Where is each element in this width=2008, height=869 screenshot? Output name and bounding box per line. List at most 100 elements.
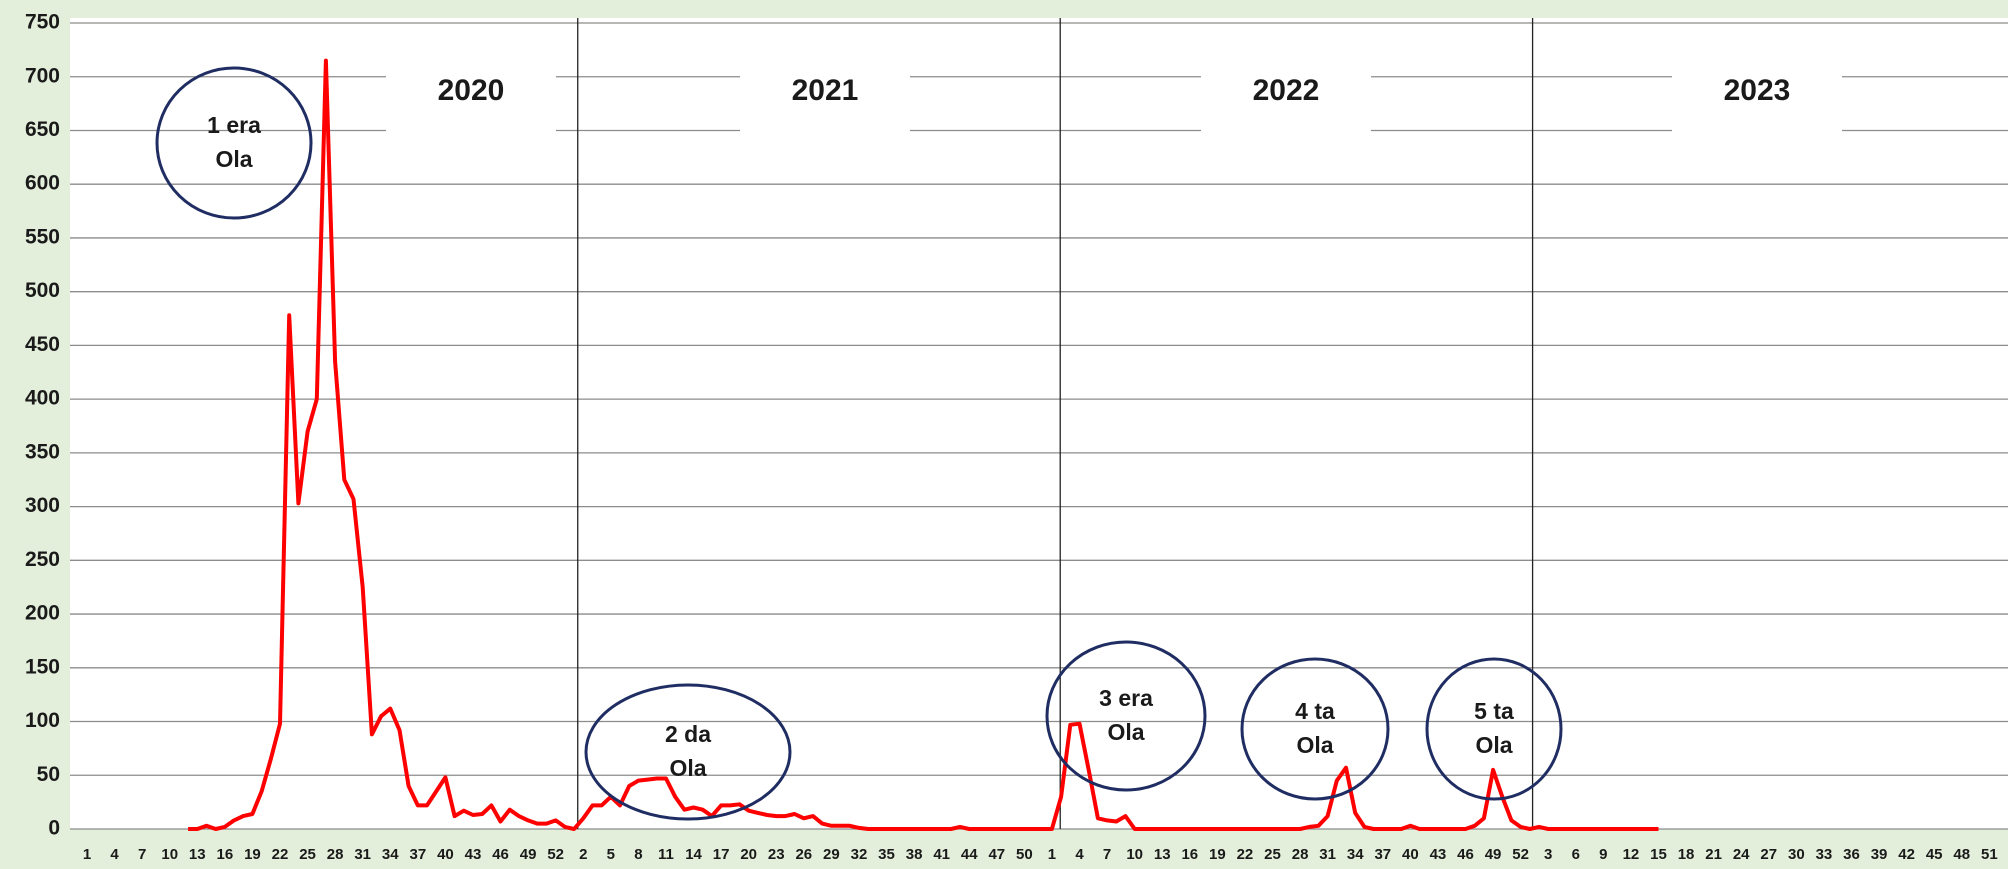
annotation-text: 2 da xyxy=(665,721,711,747)
x-tick-label: 10 xyxy=(1126,846,1143,863)
y-tick-label: 150 xyxy=(25,655,60,678)
y-tick-label: 100 xyxy=(25,709,60,732)
x-tick-label: 6 xyxy=(1572,846,1580,863)
plot-area xyxy=(70,18,2008,829)
x-tick-label: 52 xyxy=(547,846,564,863)
x-tick-label: 37 xyxy=(1374,846,1391,863)
x-tick-label: 25 xyxy=(299,846,316,863)
x-tick-label: 52 xyxy=(1512,846,1529,863)
y-tick-label: 600 xyxy=(25,172,60,195)
x-tick-label: 13 xyxy=(189,846,206,863)
x-tick-label: 31 xyxy=(1319,846,1336,863)
year-label-box xyxy=(1201,58,1371,138)
y-tick-label: 0 xyxy=(48,817,60,840)
y-tick-label: 650 xyxy=(25,118,60,141)
annotation-text: Ola xyxy=(669,755,706,781)
annotation-circle xyxy=(584,683,792,821)
year-label: 2020 xyxy=(438,74,505,107)
year-label-box xyxy=(1672,58,1842,138)
x-tick-label: 35 xyxy=(878,846,895,863)
x-tick-label: 45 xyxy=(1926,846,1943,863)
annotation-text: Ola xyxy=(1296,732,1333,758)
x-tick-label: 27 xyxy=(1760,846,1777,863)
x-tick-label: 4 xyxy=(1075,846,1084,863)
x-tick-label: 19 xyxy=(244,846,261,863)
x-tick-label: 17 xyxy=(713,846,730,863)
annotation-text: 5 ta xyxy=(1474,698,1514,724)
annotation-text: Ola xyxy=(1107,719,1144,745)
y-tick-label: 750 xyxy=(25,11,60,34)
annotation-text: Ola xyxy=(1475,732,1512,758)
x-tick-label: 48 xyxy=(1953,846,1970,863)
x-tick-label: 22 xyxy=(1237,846,1254,863)
x-tick-label: 22 xyxy=(272,846,289,863)
x-tick-label: 28 xyxy=(1292,846,1309,863)
x-tick-label: 43 xyxy=(1430,846,1447,863)
x-tick-label: 40 xyxy=(437,846,454,863)
x-tick-label: 33 xyxy=(1816,846,1833,863)
x-tick-label: 49 xyxy=(1485,846,1502,863)
annotation-circle xyxy=(1240,657,1390,801)
x-tick-label: 8 xyxy=(634,846,642,863)
x-tick-label: 40 xyxy=(1402,846,1419,863)
x-tick-label: 28 xyxy=(327,846,344,863)
x-tick-label: 5 xyxy=(607,846,615,863)
x-tick-label: 42 xyxy=(1898,846,1915,863)
annotation-text: 3 era xyxy=(1099,685,1153,711)
x-tick-label: 32 xyxy=(851,846,868,863)
y-tick-label: 350 xyxy=(25,440,60,463)
x-tick-label: 1 xyxy=(1048,846,1056,863)
x-tick-label: 14 xyxy=(685,846,702,863)
x-tick-label: 3 xyxy=(1544,846,1552,863)
x-tick-label: 34 xyxy=(382,846,399,863)
y-tick-label: 300 xyxy=(25,494,60,517)
x-tick-label: 2 xyxy=(579,846,587,863)
year-label-box xyxy=(386,58,556,138)
x-tick-label: 20 xyxy=(740,846,757,863)
x-tick-label: 21 xyxy=(1705,846,1722,863)
annotation-text: 4 ta xyxy=(1295,698,1335,724)
x-tick-label: 46 xyxy=(1457,846,1474,863)
x-tick-label: 51 xyxy=(1981,846,1998,863)
x-tick-label: 34 xyxy=(1347,846,1364,863)
x-tick-label: 16 xyxy=(1181,846,1198,863)
x-tick-label: 18 xyxy=(1678,846,1695,863)
x-tick-label: 13 xyxy=(1154,846,1171,863)
x-tick-label: 15 xyxy=(1650,846,1667,863)
x-tick-label: 25 xyxy=(1264,846,1281,863)
y-tick-label: 400 xyxy=(25,387,60,410)
x-tick-label: 19 xyxy=(1209,846,1226,863)
x-tick-label: 9 xyxy=(1599,846,1607,863)
data-line xyxy=(188,58,1659,831)
x-tick-label: 37 xyxy=(409,846,426,863)
x-tick-label: 10 xyxy=(161,846,178,863)
x-tick-label: 50 xyxy=(1016,846,1033,863)
year-label-box xyxy=(740,58,910,138)
x-tick-label: 47 xyxy=(988,846,1005,863)
x-tick-label: 26 xyxy=(795,846,812,863)
x-tick-label: 44 xyxy=(961,846,978,863)
y-tick-label: 250 xyxy=(25,548,60,571)
x-tick-label: 29 xyxy=(823,846,840,863)
x-tick-label: 41 xyxy=(933,846,950,863)
x-tick-label: 7 xyxy=(138,846,146,863)
x-tick-label: 38 xyxy=(906,846,923,863)
x-tick-label: 46 xyxy=(492,846,509,863)
x-tick-label: 11 xyxy=(658,846,674,863)
x-tick-label: 31 xyxy=(354,846,371,863)
annotation-circle xyxy=(1045,640,1207,792)
x-tick-label: 4 xyxy=(110,846,119,863)
y-tick-label: 550 xyxy=(25,225,60,248)
x-tick-label: 7 xyxy=(1103,846,1111,863)
annotation-circle xyxy=(155,66,313,220)
x-tick-label: 1 xyxy=(83,846,91,863)
annotation-text: 1 era xyxy=(207,112,261,138)
x-tick-label: 12 xyxy=(1623,846,1640,863)
x-tick-label: 23 xyxy=(768,846,785,863)
x-tick-label: 39 xyxy=(1871,846,1888,863)
annotation-circle xyxy=(1425,657,1563,801)
x-tick-label: 24 xyxy=(1733,846,1750,863)
annotation-text: Ola xyxy=(215,146,252,172)
year-label: 2021 xyxy=(792,74,859,107)
